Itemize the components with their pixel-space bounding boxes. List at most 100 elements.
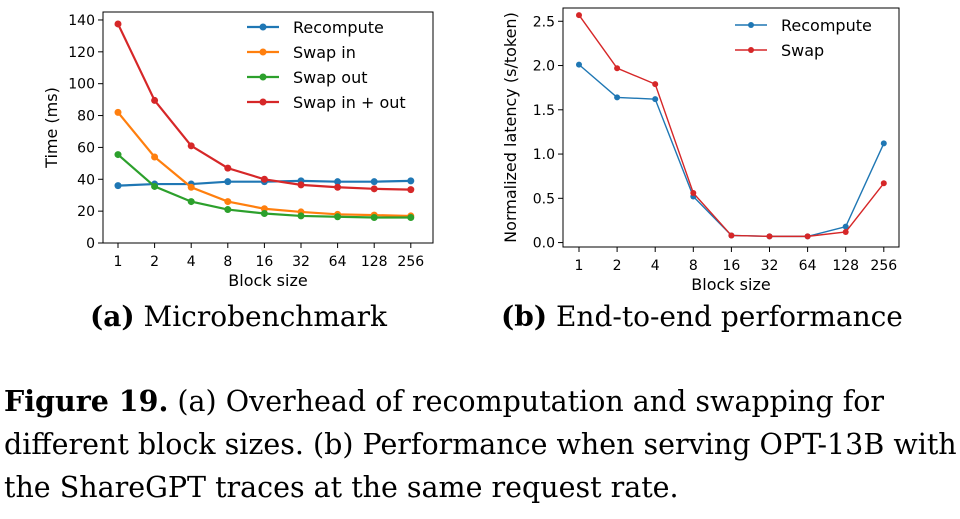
data-point (297, 212, 305, 220)
legend-label: Swap out (293, 68, 368, 87)
plot-frame (562, 7, 900, 248)
data-point (880, 140, 887, 147)
data-point (260, 175, 268, 183)
x-tick-label: 8 (689, 258, 698, 274)
data-point (652, 96, 659, 103)
x-tick-label: 128 (361, 254, 388, 270)
legend-label: Swap (781, 41, 824, 60)
data-point (804, 233, 811, 240)
data-point (187, 198, 195, 206)
y-tick-label: 2.5 (533, 14, 555, 30)
data-point (576, 61, 582, 68)
data-point (114, 20, 122, 28)
subcaption-b: (b) End-to-end performance (501, 300, 903, 333)
x-tick-label: 1 (114, 254, 123, 270)
x-tick-label: 1 (575, 258, 584, 274)
y-tick-label: 1.5 (533, 103, 555, 119)
y-axis-label: Normalized latency (s/token) (501, 12, 520, 243)
data-point (407, 214, 415, 222)
legend-label: Recompute (293, 18, 384, 37)
data-point (151, 96, 159, 104)
data-point (614, 94, 621, 101)
x-tick-label: 32 (292, 254, 310, 270)
data-point (614, 65, 621, 72)
data-point (334, 213, 342, 221)
data-point (407, 186, 415, 194)
data-point (187, 183, 195, 191)
data-point (114, 182, 122, 190)
data-point (842, 223, 849, 230)
legend-label: Swap in (293, 43, 356, 62)
subcaption-a-text: Microbenchmark (134, 300, 387, 333)
data-point (842, 228, 849, 235)
data-point (224, 198, 232, 206)
legend-marker (748, 47, 754, 53)
legend-marker (259, 23, 267, 31)
data-point (576, 12, 582, 19)
data-point (151, 153, 159, 161)
data-point (370, 214, 378, 222)
data-point (224, 206, 232, 214)
x-tick-label: 32 (761, 258, 779, 274)
subcaption-a: (a) Microbenchmark (90, 300, 387, 333)
data-point (114, 151, 122, 159)
x-tick-label: 128 (832, 258, 859, 274)
x-tick-label: 8 (223, 254, 232, 270)
subcaption-b-text: End-to-end performance (547, 300, 903, 333)
data-point (407, 177, 415, 185)
data-point (370, 178, 378, 186)
data-point (766, 233, 773, 240)
chart-microbenchmark: 0 20 40 60 80 100 120 140 1 2 4 8 16 32 64 128 256 Block … (42, 11, 434, 290)
chart-end-to-end: 0.0 0.5 1.0 1.5 2.0 2.5 1 2 4 8 16 32 64 128 256 Block … (501, 7, 900, 294)
y-tick-label: 100 (68, 77, 95, 93)
data-point (224, 164, 232, 172)
data-point (224, 178, 232, 186)
x-axis-label: Block size (691, 275, 770, 294)
legend-marker (259, 48, 267, 56)
legend-label: Recompute (781, 16, 872, 35)
y-tick-label: 80 (77, 109, 95, 125)
figure-caption-label: Figure 19. (4, 384, 169, 418)
y-tick-label: 0.0 (533, 236, 555, 252)
series-line-recompute (578, 64, 885, 238)
data-point (652, 81, 659, 88)
figure-caption-text: (a) Overhead of recomputation and swappi… (4, 385, 957, 504)
y-tick-label: 140 (68, 13, 95, 29)
x-tick-label: 64 (329, 254, 347, 270)
x-tick-label: 256 (870, 258, 897, 274)
x-tick-label: 16 (255, 254, 273, 270)
series-line-swap-in (117, 111, 411, 218)
data-point (728, 232, 735, 239)
legend-marker (259, 98, 267, 106)
y-tick-label: 0.5 (533, 191, 555, 207)
legend-marker (748, 22, 754, 28)
data-point (297, 181, 305, 189)
figure-caption: Figure 19. (a) Overhead of recomputation… (4, 380, 960, 509)
y-tick-label: 60 (77, 140, 95, 156)
data-point (114, 108, 122, 116)
y-axis-label: Time (ms) (42, 87, 61, 169)
data-point (334, 183, 342, 191)
legend-label: Swap in + out (293, 93, 406, 112)
data-point (370, 185, 378, 193)
x-tick-label: 4 (651, 258, 660, 274)
data-point (334, 178, 342, 186)
y-tick-label: 2.0 (533, 59, 555, 75)
y-tick-label: 120 (68, 45, 95, 61)
plot-frame (102, 11, 434, 244)
x-tick-label: 64 (799, 258, 817, 274)
data-point (187, 142, 195, 150)
data-point (690, 190, 697, 197)
y-tick-label: 1.0 (533, 147, 555, 163)
x-tick-label: 16 (722, 258, 740, 274)
x-tick-label: 256 (397, 254, 424, 270)
y-tick-label: 0 (86, 236, 95, 252)
subcaption-a-tag: (a) (90, 300, 135, 333)
data-point (260, 210, 268, 218)
data-point (151, 182, 159, 190)
legend-marker (259, 73, 267, 81)
y-tick-label: 20 (77, 204, 95, 220)
x-tick-label: 2 (613, 258, 622, 274)
x-axis-label: Block size (228, 271, 307, 290)
subcaption-b-tag: (b) (501, 300, 548, 333)
